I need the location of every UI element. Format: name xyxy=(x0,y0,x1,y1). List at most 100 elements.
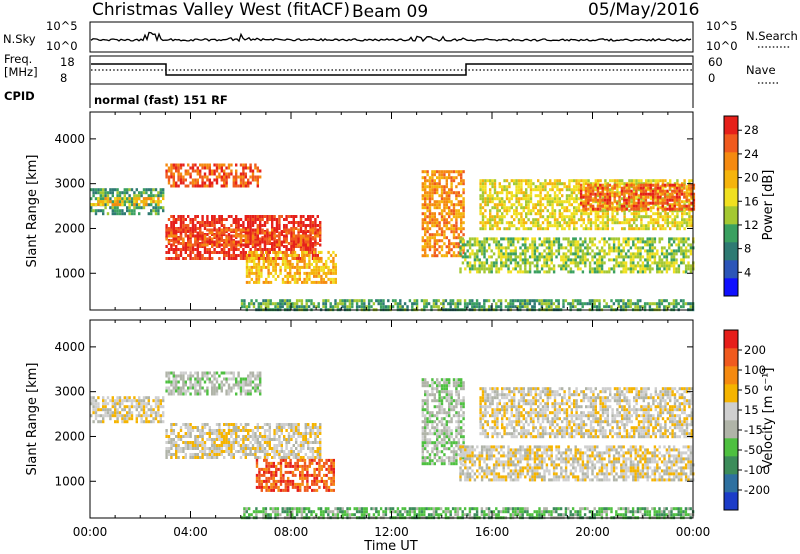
velocity-region xyxy=(459,445,695,482)
velocity-ytick-label: 2000 xyxy=(54,429,85,443)
velocity-region xyxy=(165,371,262,396)
power-region xyxy=(240,299,695,312)
power-colorbar-swatch xyxy=(724,278,738,297)
velocity-colorbar-tick: -100 xyxy=(744,463,770,477)
velocity-region xyxy=(90,396,165,424)
velocity-region xyxy=(165,423,322,459)
velocity-colorbar-tick: -15 xyxy=(744,423,763,437)
velocity-colorbar-tick: -50 xyxy=(744,443,763,457)
nave-tick-bottom: 0 xyxy=(708,71,715,85)
velocity-colorbar-tick: 100 xyxy=(744,363,766,377)
power-region xyxy=(459,237,695,274)
cpid-row: CPID normal (fast) 151 RF xyxy=(4,84,694,108)
velocity-colorbar-tick: 200 xyxy=(744,343,766,357)
x-tick-label: 00:00 xyxy=(73,525,108,539)
power-colorbar-swatch xyxy=(724,206,738,225)
velocity-colorbar: 200 100 50 15 -15 -50 -100 -200 xyxy=(723,329,770,511)
power-colorbar-swatch xyxy=(724,224,738,243)
nsky-tick-top: 10^5 xyxy=(46,19,78,33)
power-colorbar: 4 8 12 16 20 24 28 xyxy=(723,115,759,297)
velocity-panel: 1000 2000 3000 4000 Slant Range [km] 200 100… xyxy=(25,319,776,520)
velocity-colorbar-swatch xyxy=(724,474,738,493)
figure-title: Christmas Valley West (fitACF) xyxy=(92,0,350,20)
x-axis-title: Time UT xyxy=(363,539,417,554)
nsky-label: N.Sky xyxy=(3,32,36,46)
velocity-ytick-label: 1000 xyxy=(54,474,85,488)
power-colorbar-swatch xyxy=(724,170,738,189)
power-ylabel: Slant Range [km] xyxy=(25,155,40,268)
power-region xyxy=(245,250,337,284)
velocity-ytick-label: 4000 xyxy=(54,340,85,354)
freq-panel: Freq. [MHz] 18 8 60 0 Nave xyxy=(4,52,778,85)
power-colorbar-swatch xyxy=(724,260,738,279)
power-colorbar-swatch xyxy=(724,242,738,261)
nave-label: Nave xyxy=(746,63,776,77)
velocity-region xyxy=(255,458,335,492)
freq-tick-top: 18 xyxy=(60,55,75,69)
power-colorbar-tick: 8 xyxy=(744,242,751,256)
power-colorbar-swatch xyxy=(724,116,738,135)
power-region xyxy=(421,170,465,258)
power-ytick-label: 2000 xyxy=(54,221,85,235)
velocity-colorbar-label: Velocity [m s⁻¹] xyxy=(761,368,776,469)
nsearch-tick-top: 10^5 xyxy=(706,19,738,33)
freq-label: Freq. xyxy=(4,52,32,66)
power-colorbar-tick: 4 xyxy=(744,265,751,279)
x-tick-label: 12:00 xyxy=(374,525,409,539)
power-colorbar-swatch xyxy=(724,152,738,171)
velocity-colorbar-swatch xyxy=(724,456,738,475)
date-label: 05/May/2016 xyxy=(588,0,700,20)
velocity-ylabel: Slant Range [km] xyxy=(25,363,40,476)
power-panel: 1000 2000 3000 4000 Slant Range [km] 4 8 12 16… xyxy=(25,111,776,312)
power-colorbar-swatch xyxy=(724,134,738,153)
power-colorbar-tick: 24 xyxy=(744,147,759,161)
velocity-colorbar-swatch xyxy=(724,438,738,457)
velocity-colorbar-swatch xyxy=(724,366,738,385)
velocity-colorbar-tick: 50 xyxy=(744,383,759,397)
velocity-colorbar-swatch xyxy=(724,492,738,511)
velocity-ytick-label: 3000 xyxy=(54,385,85,399)
x-tick-label: 04:00 xyxy=(173,525,208,539)
freq-unit: [MHz] xyxy=(4,65,38,79)
velocity-colorbar-swatch xyxy=(724,348,738,367)
power-colorbar-tick: 12 xyxy=(744,218,759,232)
nave-tick-top: 60 xyxy=(708,55,723,69)
power-region xyxy=(579,183,696,211)
nsky-tick-bottom: 10^0 xyxy=(46,39,78,53)
velocity-colorbar-tick: 15 xyxy=(744,403,759,417)
nsky-series xyxy=(90,31,692,43)
power-region xyxy=(165,228,322,247)
velocity-colorbar-swatch xyxy=(724,330,738,349)
x-tick-label: 20:00 xyxy=(575,525,610,539)
velocity-colorbar-swatch xyxy=(724,420,738,439)
velocity-region xyxy=(421,378,465,466)
velocity-colorbar-swatch xyxy=(724,402,738,421)
velocity-colorbar-tick: -200 xyxy=(744,483,770,497)
beam-label: Beam 09 xyxy=(352,2,428,22)
power-colorbar-tick: 20 xyxy=(744,171,759,185)
power-ytick-label: 1000 xyxy=(54,266,85,280)
nsky-panel: N.Sky 10^5 10^0 10^5 10^0 N.Search xyxy=(3,19,798,53)
cpid-program: normal (fast) 151 RF xyxy=(94,93,228,107)
nsearch-tick-bottom: 10^0 xyxy=(706,39,738,53)
power-colorbar-tick: 16 xyxy=(744,194,759,208)
velocity-colorbar-swatch xyxy=(724,384,738,403)
power-region xyxy=(90,197,165,207)
power-ytick-label: 3000 xyxy=(54,177,85,191)
power-colorbar-label: Power [dB] xyxy=(761,170,776,241)
power-ytick-label: 4000 xyxy=(54,132,85,146)
power-colorbar-swatch xyxy=(724,188,738,207)
velocity-region xyxy=(479,387,693,439)
freq-tick-bottom: 8 xyxy=(60,71,67,85)
power-colorbar-tick: 28 xyxy=(744,123,759,137)
freq-series xyxy=(91,63,692,76)
power-region xyxy=(165,163,262,188)
x-tick-label: 00:00 xyxy=(676,525,711,539)
power-regions xyxy=(90,163,696,312)
nsearch-label: N.Search xyxy=(746,29,798,43)
velocity-region xyxy=(240,507,695,520)
cpid-label: CPID xyxy=(4,89,35,103)
x-tick-label: 16:00 xyxy=(475,525,510,539)
velocity-regions xyxy=(90,371,695,520)
